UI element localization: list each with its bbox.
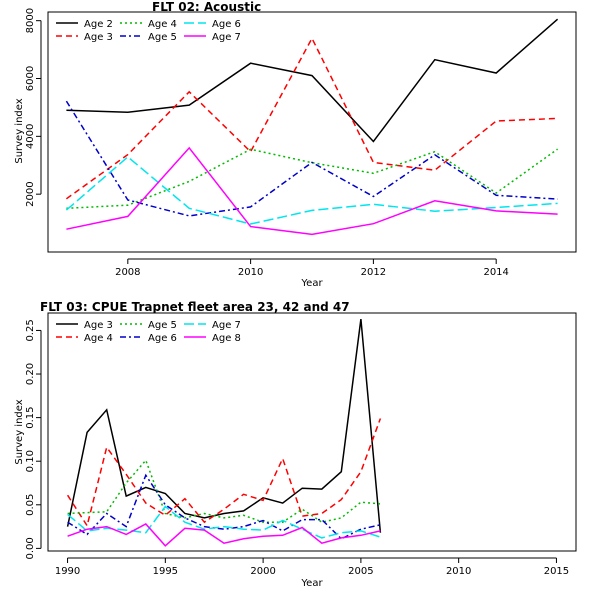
legend-label: Age 4: [148, 19, 177, 30]
series-line-age-5: [65, 100, 558, 217]
series-line-age-8: [67, 523, 381, 547]
acoustic-chart-panel: FLT 02: Acoustic Year Survey index 2008 2…: [14, 0, 577, 289]
x-tick-label: 2008: [115, 267, 140, 278]
legend-label: Age 7: [212, 32, 241, 43]
series-line-age-3: [65, 36, 558, 200]
x-tick-label: 2000: [250, 566, 275, 577]
series-line-age-3: [66, 319, 382, 533]
legend-label: Age 3: [84, 32, 113, 43]
series-line-age-4: [66, 148, 559, 210]
y-tick-label: 0.20: [25, 363, 36, 385]
series-line-age-4: [66, 418, 382, 528]
y-tick-label: 0.00: [25, 537, 36, 559]
x-tick-label: 2010: [238, 267, 263, 278]
x-axis-label: Year: [300, 578, 323, 589]
legend-label: Age 4: [84, 333, 113, 344]
series-line-age-2: [66, 18, 559, 143]
legend-label: Age 3: [84, 320, 113, 331]
y-tick-label: 0.15: [25, 406, 36, 428]
x-axis-label: Year: [300, 278, 323, 289]
legend-label: Age 6: [212, 19, 241, 30]
plot-frame: [47, 312, 577, 552]
y-tick-label: 0.25: [25, 319, 36, 341]
series-line-age-7: [66, 146, 558, 236]
legend: Age 2 Age 3 Age 4 Age 5 Age 6 Age 7: [56, 19, 241, 43]
y-axis-label: Survey index: [14, 98, 25, 163]
x-tick-label: 2015: [544, 566, 569, 577]
x-tick-label: 2010: [446, 566, 471, 577]
series-line-age-7: [67, 505, 381, 539]
legend-label: Age 7: [212, 320, 241, 331]
chart-title: FLT 02: Acoustic: [152, 0, 261, 14]
legend-label: Age 6: [148, 333, 177, 344]
series-line-age-5: [67, 458, 381, 524]
y-tick-label: 6000: [25, 66, 36, 91]
series-line-age-6: [65, 155, 558, 225]
legend-label: Age 5: [148, 32, 177, 43]
x-tick-label: 2005: [348, 566, 373, 577]
trapnet-chart-panel: FLT 03: CPUE Trapnet fleet area 23, 42 a…: [14, 300, 577, 589]
chart-title: FLT 03: CPUE Trapnet fleet area 23, 42 a…: [40, 300, 350, 314]
y-tick-label: 0.10: [25, 450, 36, 472]
legend: Age 3 Age 4 Age 5 Age 6 Age 7 Age 8: [56, 320, 241, 344]
plot-frame: [47, 11, 577, 253]
y-tick-label: 4000: [25, 124, 36, 149]
legend-label: Age 8: [212, 333, 241, 344]
y-tick-label: 8000: [25, 8, 36, 33]
y-axis-label: Survey index: [14, 399, 25, 464]
y-tick-label: 2000: [25, 181, 36, 206]
x-tick-label: 2014: [483, 267, 508, 278]
x-tick-label: 1995: [153, 566, 178, 577]
x-tick-label: 2012: [361, 267, 386, 278]
x-tick-label: 1990: [55, 566, 80, 577]
y-tick-label: 0.05: [25, 494, 36, 516]
legend-label: Age 2: [84, 19, 113, 30]
legend-label: Age 5: [148, 320, 177, 331]
